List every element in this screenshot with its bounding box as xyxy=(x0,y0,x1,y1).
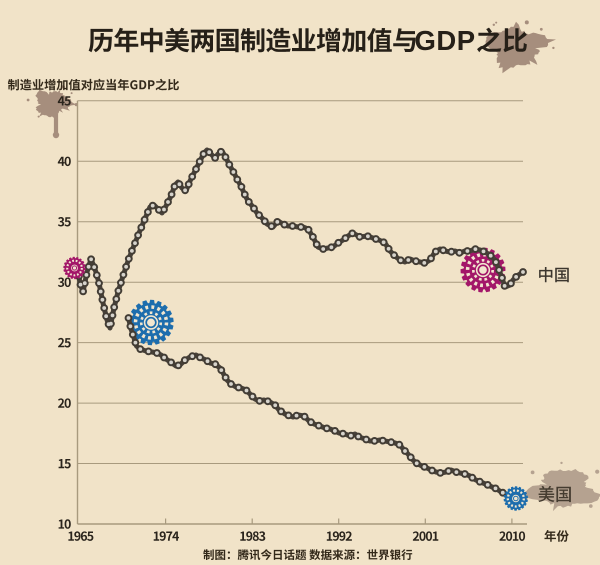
svg-text:GDP: GDP xyxy=(415,25,476,56)
